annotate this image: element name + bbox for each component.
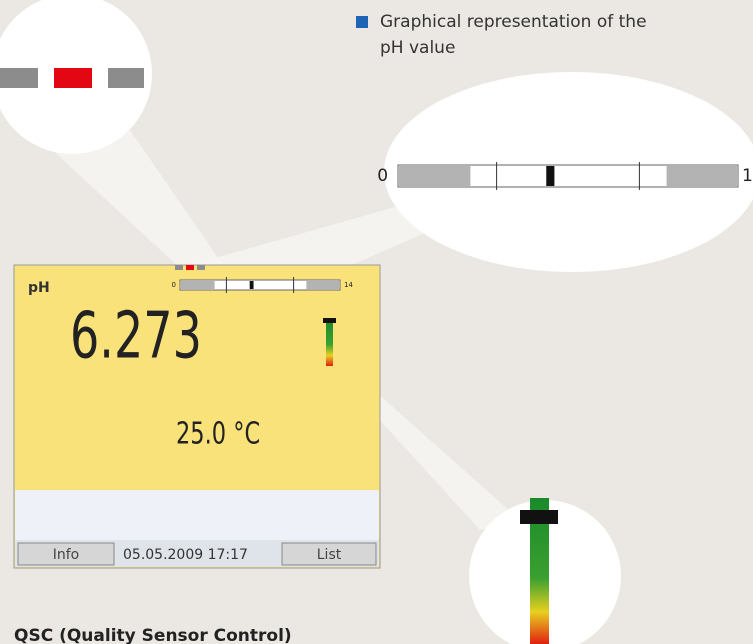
illustration: Graphical representation of the pH value… [0,0,753,644]
ph-marker [546,166,554,186]
page: Graphical representation of the pH value… [0,0,753,644]
callout-title: pH value [380,38,455,58]
qsc-marker [520,510,558,524]
display-footer [15,490,379,540]
scale-zone [181,281,215,289]
scale-zone [399,166,470,186]
segment [0,68,38,88]
scale-zone [306,281,339,289]
segment [175,265,183,270]
scale-label: 0 [377,166,388,186]
qsc-marker [323,318,336,323]
scale-label: 0 [171,281,175,289]
callout-title: Graphical representation of the [380,12,647,32]
scale-zone [667,166,737,186]
scale-label: 14 [344,281,353,289]
bullet [356,16,368,28]
ph-value: 6.273 [70,299,202,374]
scale-label: 14 [742,166,753,186]
segment [108,68,144,88]
button-label: Info [53,547,80,563]
caption: QSC (Quality Sensor Control) [14,626,292,644]
temperature: 25.0 °C [176,416,260,451]
date-time: 05.05.2009 17:17 [123,547,248,563]
ph-marker [250,281,254,289]
segment [197,265,205,270]
ph-scale: 0 14 [377,162,753,190]
segment [54,68,92,88]
qsc-bar [326,318,333,366]
segment [186,265,194,270]
parameter: pH [28,280,50,296]
button-label: List [317,547,342,563]
